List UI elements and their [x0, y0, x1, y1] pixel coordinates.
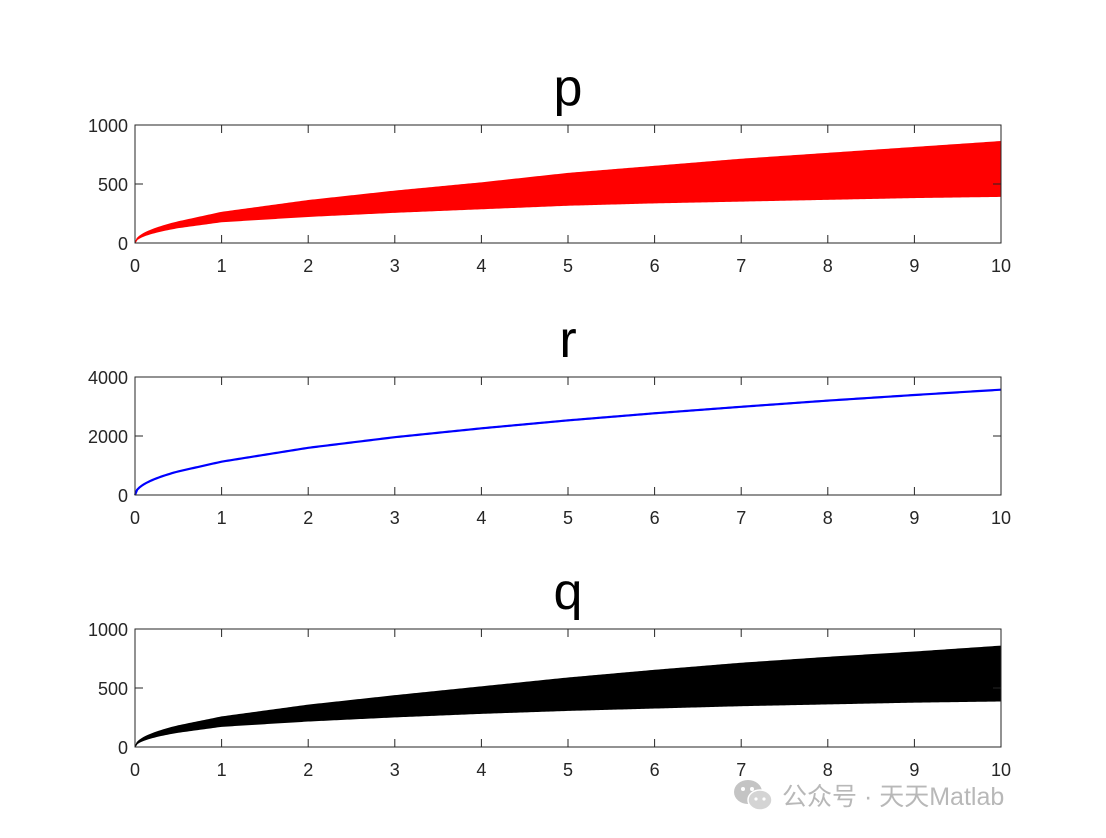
- axes-box: [134, 376, 1002, 496]
- x-tick-label: 10: [991, 508, 1011, 528]
- x-tick-label: 9: [909, 256, 919, 276]
- x-tick-label: 9: [909, 760, 919, 780]
- x-tick-label: 10: [991, 256, 1011, 276]
- x-tick-label: 2: [303, 508, 313, 528]
- x-tick-label: 6: [650, 760, 660, 780]
- y-tick-label: 0: [118, 486, 128, 506]
- x-tick-label: 0: [130, 508, 140, 528]
- x-tick-label: 1: [217, 256, 227, 276]
- x-tick-label: 5: [563, 508, 573, 528]
- wechat-icon: [734, 780, 773, 811]
- x-tick-label: 7: [736, 760, 746, 780]
- x-tick-label: 4: [476, 760, 486, 780]
- x-tick-label: 2: [303, 256, 313, 276]
- y-tick-label: 1000: [88, 620, 128, 640]
- x-tick-label: 0: [130, 760, 140, 780]
- subplot-q: 0 1 2 3 4 5 6 7 8 9 10 0 500 1000 q: [88, 563, 1011, 780]
- x-tick-label: 7: [736, 508, 746, 528]
- subplot-title: q: [554, 563, 583, 621]
- x-tick-label: 8: [823, 760, 833, 780]
- y-tick-label: 1000: [88, 116, 128, 136]
- y-tick-label: 500: [98, 175, 128, 195]
- x-tick-label: 5: [563, 256, 573, 276]
- x-tick-label: 3: [390, 760, 400, 780]
- subplot-title: r: [559, 311, 576, 369]
- x-tick-label: 4: [476, 256, 486, 276]
- x-tick-label: 6: [650, 256, 660, 276]
- x-tick-label: 3: [390, 256, 400, 276]
- x-tick-label: 3: [390, 508, 400, 528]
- x-tick-label: 9: [909, 508, 919, 528]
- x-tick-label: 8: [823, 256, 833, 276]
- x-tick-label: 0: [130, 256, 140, 276]
- subplot-p: 0 1 2 3 4 5 6 7 8 9 10 0 500 1000 p: [88, 59, 1011, 276]
- y-tick-label: 0: [118, 738, 128, 758]
- x-tick-label: 1: [217, 508, 227, 528]
- x-tick-label: 1: [217, 760, 227, 780]
- subplot-r: 0 1 2 3 4 5 6 7 8 9 10 0 2000 4000 r: [88, 311, 1011, 528]
- x-tick-label: 10: [991, 760, 1011, 780]
- x-tick-label: 8: [823, 508, 833, 528]
- y-tick-label: 500: [98, 679, 128, 699]
- subplot-title: p: [554, 59, 583, 117]
- x-tick-label: 6: [650, 508, 660, 528]
- watermark: 公众号 · 天天Matlab: [732, 777, 1004, 813]
- y-tick-label: 2000: [88, 427, 128, 447]
- watermark-text: 公众号 · 天天Matlab: [782, 783, 1005, 811]
- x-tick-label: 7: [736, 256, 746, 276]
- series-line: [133, 388, 1002, 496]
- y-tick-label: 4000: [88, 368, 128, 388]
- x-tick-label: 4: [476, 508, 486, 528]
- y-tick-label: 0: [118, 234, 128, 254]
- x-tick-label: 5: [563, 760, 573, 780]
- x-tick-label: 2: [303, 760, 313, 780]
